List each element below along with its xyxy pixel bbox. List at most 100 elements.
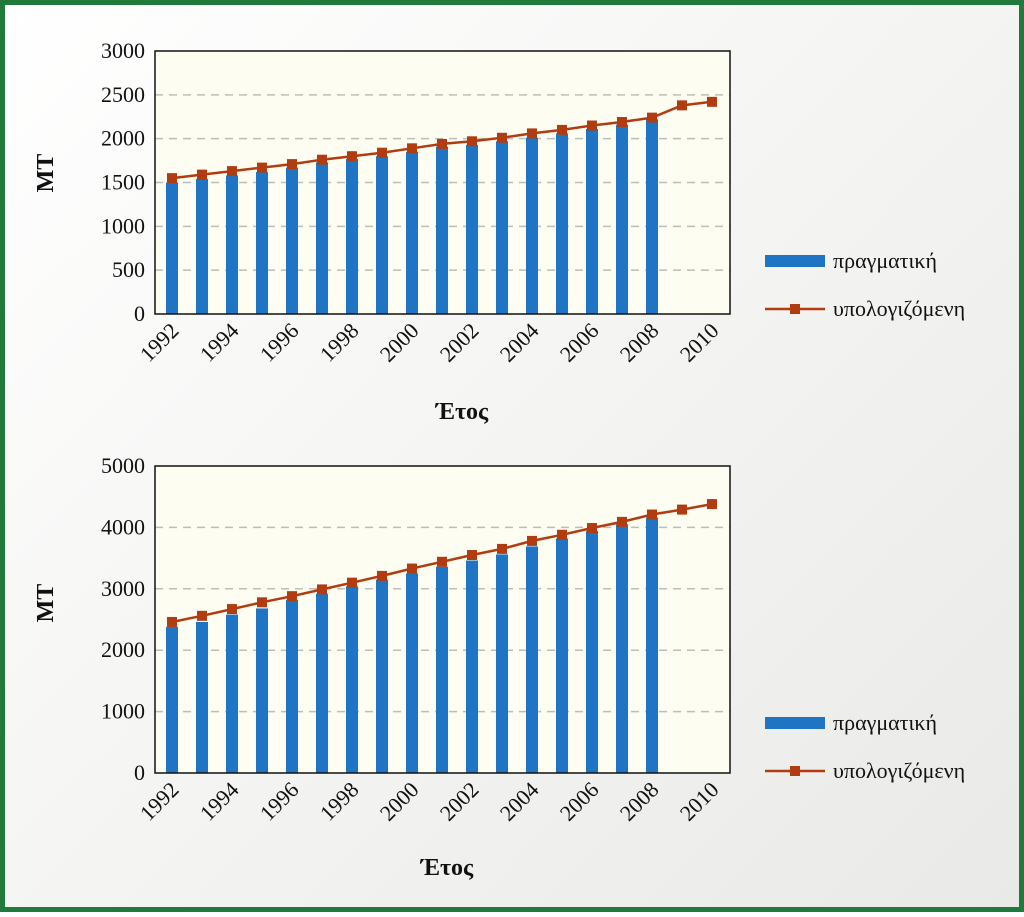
bar <box>376 156 388 314</box>
bar <box>196 178 208 314</box>
x-tick-label: 2008 <box>615 777 664 826</box>
bar <box>166 182 178 314</box>
legend: πραγματική υπολογιζόμενη <box>765 248 965 321</box>
x-tick-label: 2010 <box>675 318 724 367</box>
line-marker <box>167 173 177 184</box>
line-marker <box>377 147 387 158</box>
legend-marker-swatch <box>790 766 800 776</box>
y-tick-label: 4000 <box>101 514 145 539</box>
line-marker <box>557 124 567 135</box>
y-tick-label: 0 <box>134 760 145 785</box>
line-marker <box>617 117 627 128</box>
x-tick-label: 2000 <box>375 777 424 826</box>
line-marker <box>317 154 327 165</box>
x-tick-label: 2004 <box>495 777 544 826</box>
y-tick-label: 5000 <box>101 453 145 478</box>
bar <box>196 621 208 773</box>
legend-label: πραγματική <box>833 248 937 273</box>
line-marker <box>647 112 657 123</box>
bar <box>616 524 628 773</box>
line-marker <box>677 504 687 515</box>
plot-border <box>154 50 731 315</box>
bar <box>496 554 508 773</box>
x-tick-label: 2006 <box>555 777 604 826</box>
line-marker <box>437 556 447 567</box>
line-marker <box>437 138 447 149</box>
y-tick-label: 3000 <box>101 576 145 601</box>
line-marker <box>587 120 597 131</box>
y-axis-title: MT <box>33 154 59 193</box>
x-tick-label: 1996 <box>255 777 304 826</box>
legend-label: υπολογιζόμενη <box>833 758 965 783</box>
line-marker <box>257 162 267 173</box>
y-axis-title: MT <box>33 584 59 623</box>
line-marker <box>497 132 507 143</box>
line-marker <box>467 136 477 147</box>
x-axis-title: Έτος <box>435 399 489 425</box>
bar <box>286 599 298 773</box>
line-marker <box>707 96 717 107</box>
x-tick-label: 1998 <box>315 318 364 367</box>
line-marker <box>707 499 717 510</box>
line-marker <box>197 169 207 180</box>
bar <box>256 608 268 773</box>
bar <box>316 593 328 773</box>
line-marker <box>317 584 327 595</box>
bar <box>166 626 178 773</box>
bar <box>226 175 238 314</box>
bar <box>286 167 298 314</box>
line-marker <box>197 610 207 621</box>
bar <box>376 579 388 773</box>
bar <box>406 573 418 773</box>
bar <box>586 129 598 314</box>
line-marker <box>407 143 417 154</box>
line-marker <box>497 543 507 554</box>
x-tick-label: 2004 <box>495 318 544 367</box>
legend-label: πραγματική <box>833 710 937 735</box>
bar <box>466 144 478 314</box>
y-tick-label: 1000 <box>101 699 145 724</box>
legend-bar-swatch <box>765 717 825 729</box>
line-marker <box>227 166 237 177</box>
line-marker <box>587 523 597 534</box>
bar <box>556 538 568 773</box>
x-tick-label: 2002 <box>435 777 484 826</box>
x-tick-label: 2002 <box>435 318 484 367</box>
bar <box>556 133 568 314</box>
line-marker <box>467 550 477 561</box>
bar <box>586 531 598 773</box>
line-marker <box>557 529 567 540</box>
bar <box>316 162 328 314</box>
bar <box>646 119 658 314</box>
bar <box>526 137 538 314</box>
line-marker <box>227 604 237 615</box>
bar <box>226 614 238 773</box>
legend-bar-swatch <box>765 255 825 267</box>
bar <box>646 517 658 773</box>
bar <box>346 586 358 773</box>
y-tick-label: 1500 <box>101 170 145 195</box>
line-marker <box>407 563 417 574</box>
legend-label: υπολογιζόμενη <box>833 296 965 321</box>
line-marker <box>287 591 297 602</box>
bar <box>256 171 268 314</box>
line-marker <box>617 516 627 527</box>
bar <box>406 151 418 314</box>
plot-border <box>154 465 731 774</box>
x-axis-title: Έτος <box>420 855 474 881</box>
line-marker <box>167 616 177 627</box>
line-marker <box>677 100 687 111</box>
y-tick-label: 2000 <box>101 126 145 151</box>
bar <box>526 546 538 773</box>
bar <box>466 560 478 773</box>
y-tick-label: 500 <box>112 257 145 282</box>
bar <box>436 146 448 314</box>
x-tick-label: 2008 <box>615 318 664 367</box>
x-tick-label: 2010 <box>675 777 724 826</box>
line-marker <box>647 509 657 520</box>
line-marker <box>527 128 537 139</box>
bar <box>616 124 628 314</box>
